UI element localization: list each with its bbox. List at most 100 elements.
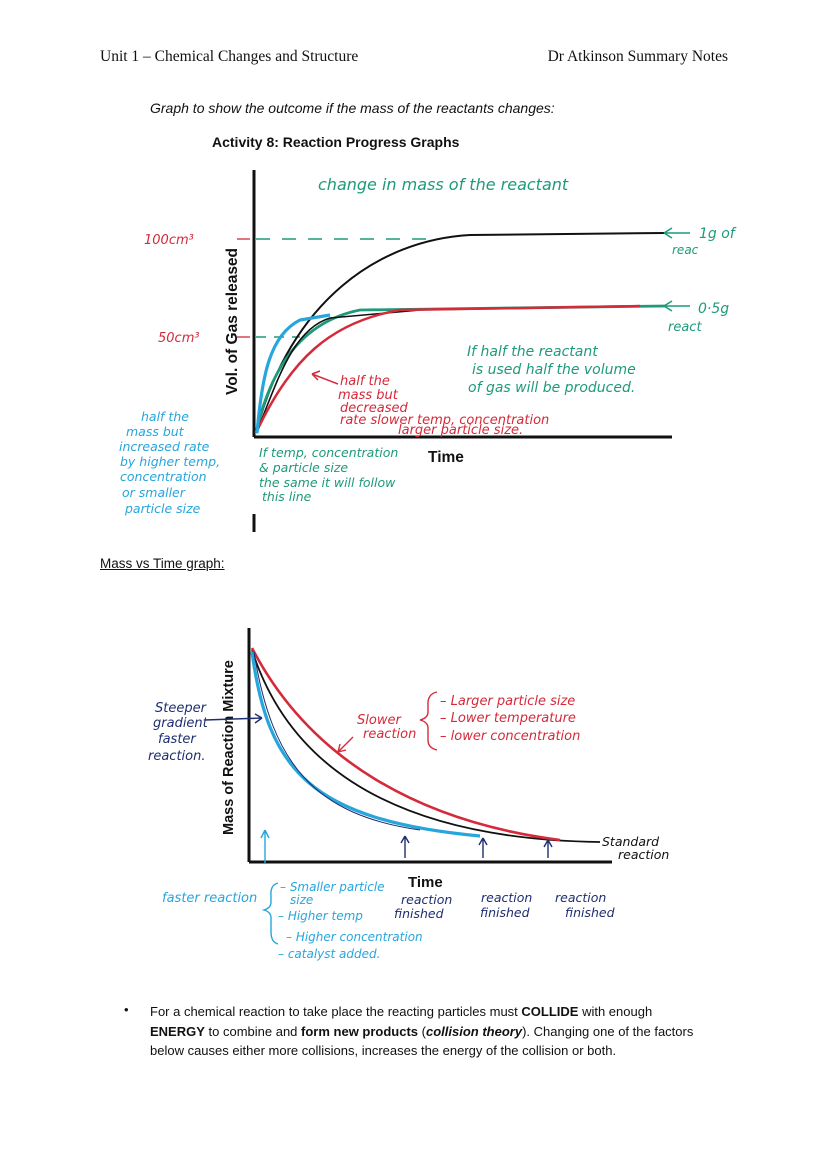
- bullet-bold-energy: ENERGY: [150, 1023, 205, 1039]
- standard-line-1: Standard: [602, 834, 659, 849]
- finished-3-line-1: reaction: [555, 890, 606, 905]
- graph2-curve-fast-outline: [253, 651, 421, 831]
- graph1-title: Activity 8: Reaction Progress Graphs: [212, 134, 460, 150]
- graph1-curve-slow: [254, 304, 641, 434]
- decreased-line-1: half the: [340, 374, 390, 389]
- graph2-slower-note: Slower reaction: [357, 713, 416, 742]
- increased-line-2: mass but: [126, 424, 185, 439]
- finished-3-line-2: finished: [565, 905, 615, 920]
- graph1-curve-1g: [255, 232, 666, 434]
- bullet-text-5: ). Changing one of the factors below cau…: [150, 1023, 694, 1059]
- bullet-text-3: to combine and: [204, 1023, 302, 1039]
- steeper-line-3: faster: [158, 732, 197, 747]
- graph2-brace-slower: [419, 691, 438, 751]
- half-reactant-line-3: of gas will be produced.: [468, 380, 635, 396]
- slower-line-1: Slower: [357, 713, 402, 728]
- steeper-line-4: reaction.: [148, 749, 206, 764]
- graph1: Activity 8: Reaction Progress Graphs Vol…: [119, 134, 737, 532]
- same-line-2: & particle size: [259, 460, 348, 475]
- decreased-line-5: larger particle size.: [398, 423, 523, 438]
- graph2-brace-faster: [261, 882, 279, 945]
- graph1-label-1g-line1: 1g of: [699, 226, 737, 242]
- decreased-line-2: mass but: [338, 388, 399, 403]
- graph1-half-mass-decreased: half the mass but decreased rate slower …: [338, 374, 553, 438]
- graph2-curve-fast: [250, 651, 481, 838]
- half-reactant-line-2: is used half the volume: [472, 362, 636, 378]
- faster-factor-4: – Higher concentration: [286, 930, 423, 944]
- graph2-faster-factors: – Smaller particle size – Higher temp – …: [278, 880, 426, 961]
- graph1-heading-note: change in mass of the reactant: [318, 175, 569, 194]
- graph1-half-reactant-note: If half the reactant is used half the vo…: [467, 344, 640, 396]
- graph1-y-tick-50: 50cm³: [158, 331, 200, 346]
- graph2-steeper-note: Steeper gradient faster reaction.: [148, 701, 212, 764]
- graph2-arrow-finished-1: [400, 835, 410, 858]
- graph1-curve-fast: [255, 313, 331, 434]
- bullet-bold-collide: COLLIDE: [521, 1004, 579, 1019]
- graph2-slower-factors: – Larger particle size – Lower temperatu…: [440, 694, 580, 744]
- finished-2-line-1: reaction: [481, 890, 532, 905]
- graph2-x-label: Time: [408, 874, 443, 891]
- bullet-dot: •: [124, 1002, 129, 1017]
- bullet-bold-products: form new products: [301, 1023, 419, 1039]
- bullet-text-2: with enough: [578, 1004, 653, 1019]
- header-right: Dr Atkinson Summary Notes: [547, 48, 728, 65]
- graph2-finished-2: reaction finished: [480, 890, 536, 920]
- increased-line-3: increased rate: [119, 439, 210, 454]
- slower-factor-2: – Lower temperature: [440, 711, 576, 726]
- bullet-bold-collision-theory: collision theory: [426, 1023, 523, 1039]
- steeper-line-1: Steeper: [155, 701, 208, 716]
- increased-line-7: particle size: [124, 501, 201, 516]
- mass-time-subheading: Mass vs Time graph:: [100, 556, 225, 571]
- graph1-arrow-05g: [663, 300, 690, 312]
- faster-factor-1: – Smaller particle: [280, 880, 385, 894]
- slower-factor-3: – lower concentration: [440, 729, 580, 744]
- graph1-same-line-note: If temp, concentration & particle size t…: [259, 445, 402, 504]
- graph1-x-label: Time: [428, 449, 464, 466]
- graph2-arrow-finished-3: [543, 839, 553, 858]
- steeper-line-2: gradient: [153, 716, 209, 731]
- increased-line-1: half the: [141, 409, 189, 424]
- graph1-half-mass-increased: half the mass but increased rate by high…: [119, 409, 224, 516]
- graph1-arrow-decreased: [311, 370, 339, 385]
- graph1-arrow-1g: [663, 227, 690, 239]
- graph1-y-tick-100: 100cm³: [144, 233, 194, 248]
- graph2-curve-slow: [250, 647, 561, 842]
- same-line-1: If temp, concentration: [259, 445, 398, 460]
- graph2-arrow-steeper: [204, 713, 263, 724]
- graph2-arrow-faster: [260, 829, 270, 864]
- faster-factor-5: – catalyst added.: [278, 947, 380, 961]
- graph1-label-05g-line1: 0·5g: [698, 301, 729, 317]
- graph1-y-label: Vol. of Gas released: [224, 248, 241, 395]
- graph2-faster-label: faster reaction: [162, 891, 257, 906]
- same-line-3: the same it will follow: [259, 475, 396, 490]
- bullet-text-1: For a chemical reaction to take place th…: [150, 1004, 522, 1019]
- faster-factor-3: – Higher temp: [278, 909, 363, 923]
- graph2-finished-3: reaction finished: [555, 890, 615, 920]
- graph2-curve-standard: [251, 649, 601, 843]
- finished-1-line-1: reaction: [401, 892, 452, 907]
- faster-factor-2: size: [290, 893, 313, 907]
- finished-2-line-2: finished: [480, 905, 530, 920]
- graph2-arrow-finished-2: [478, 837, 488, 858]
- graph2-standard-note: Standard reaction: [602, 834, 669, 862]
- finished-1-line-2: finished: [394, 906, 444, 921]
- graph2-y-label: Mass of Reaction Mixture: [221, 660, 237, 835]
- standard-line-2: reaction: [618, 847, 669, 862]
- slower-line-2: reaction: [363, 727, 416, 742]
- collision-theory-bullet: For a chemical reaction to take place th…: [150, 1002, 710, 1061]
- increased-line-5: concentration: [120, 469, 207, 484]
- slower-factor-1: – Larger particle size: [440, 694, 575, 709]
- graph1-label-05g-line2: react: [668, 320, 702, 335]
- decreased-line-3: decreased: [340, 401, 408, 416]
- graph1-caption: Graph to show the outcome if the mass of…: [150, 100, 555, 116]
- graph1-label-1g-line2: reac: [672, 243, 699, 257]
- increased-line-4: by higher temp,: [120, 454, 220, 469]
- same-line-4: this line: [262, 489, 312, 504]
- graph2-arrow-slower: [337, 736, 354, 753]
- half-reactant-line-1: If half the reactant: [467, 344, 598, 360]
- header-left: Unit 1 – Chemical Changes and Structure: [100, 48, 359, 65]
- decreased-line-4: rate slower temp, concentration: [340, 413, 549, 428]
- increased-line-6: or smaller: [122, 485, 186, 500]
- bullet-text-4: (: [418, 1023, 426, 1039]
